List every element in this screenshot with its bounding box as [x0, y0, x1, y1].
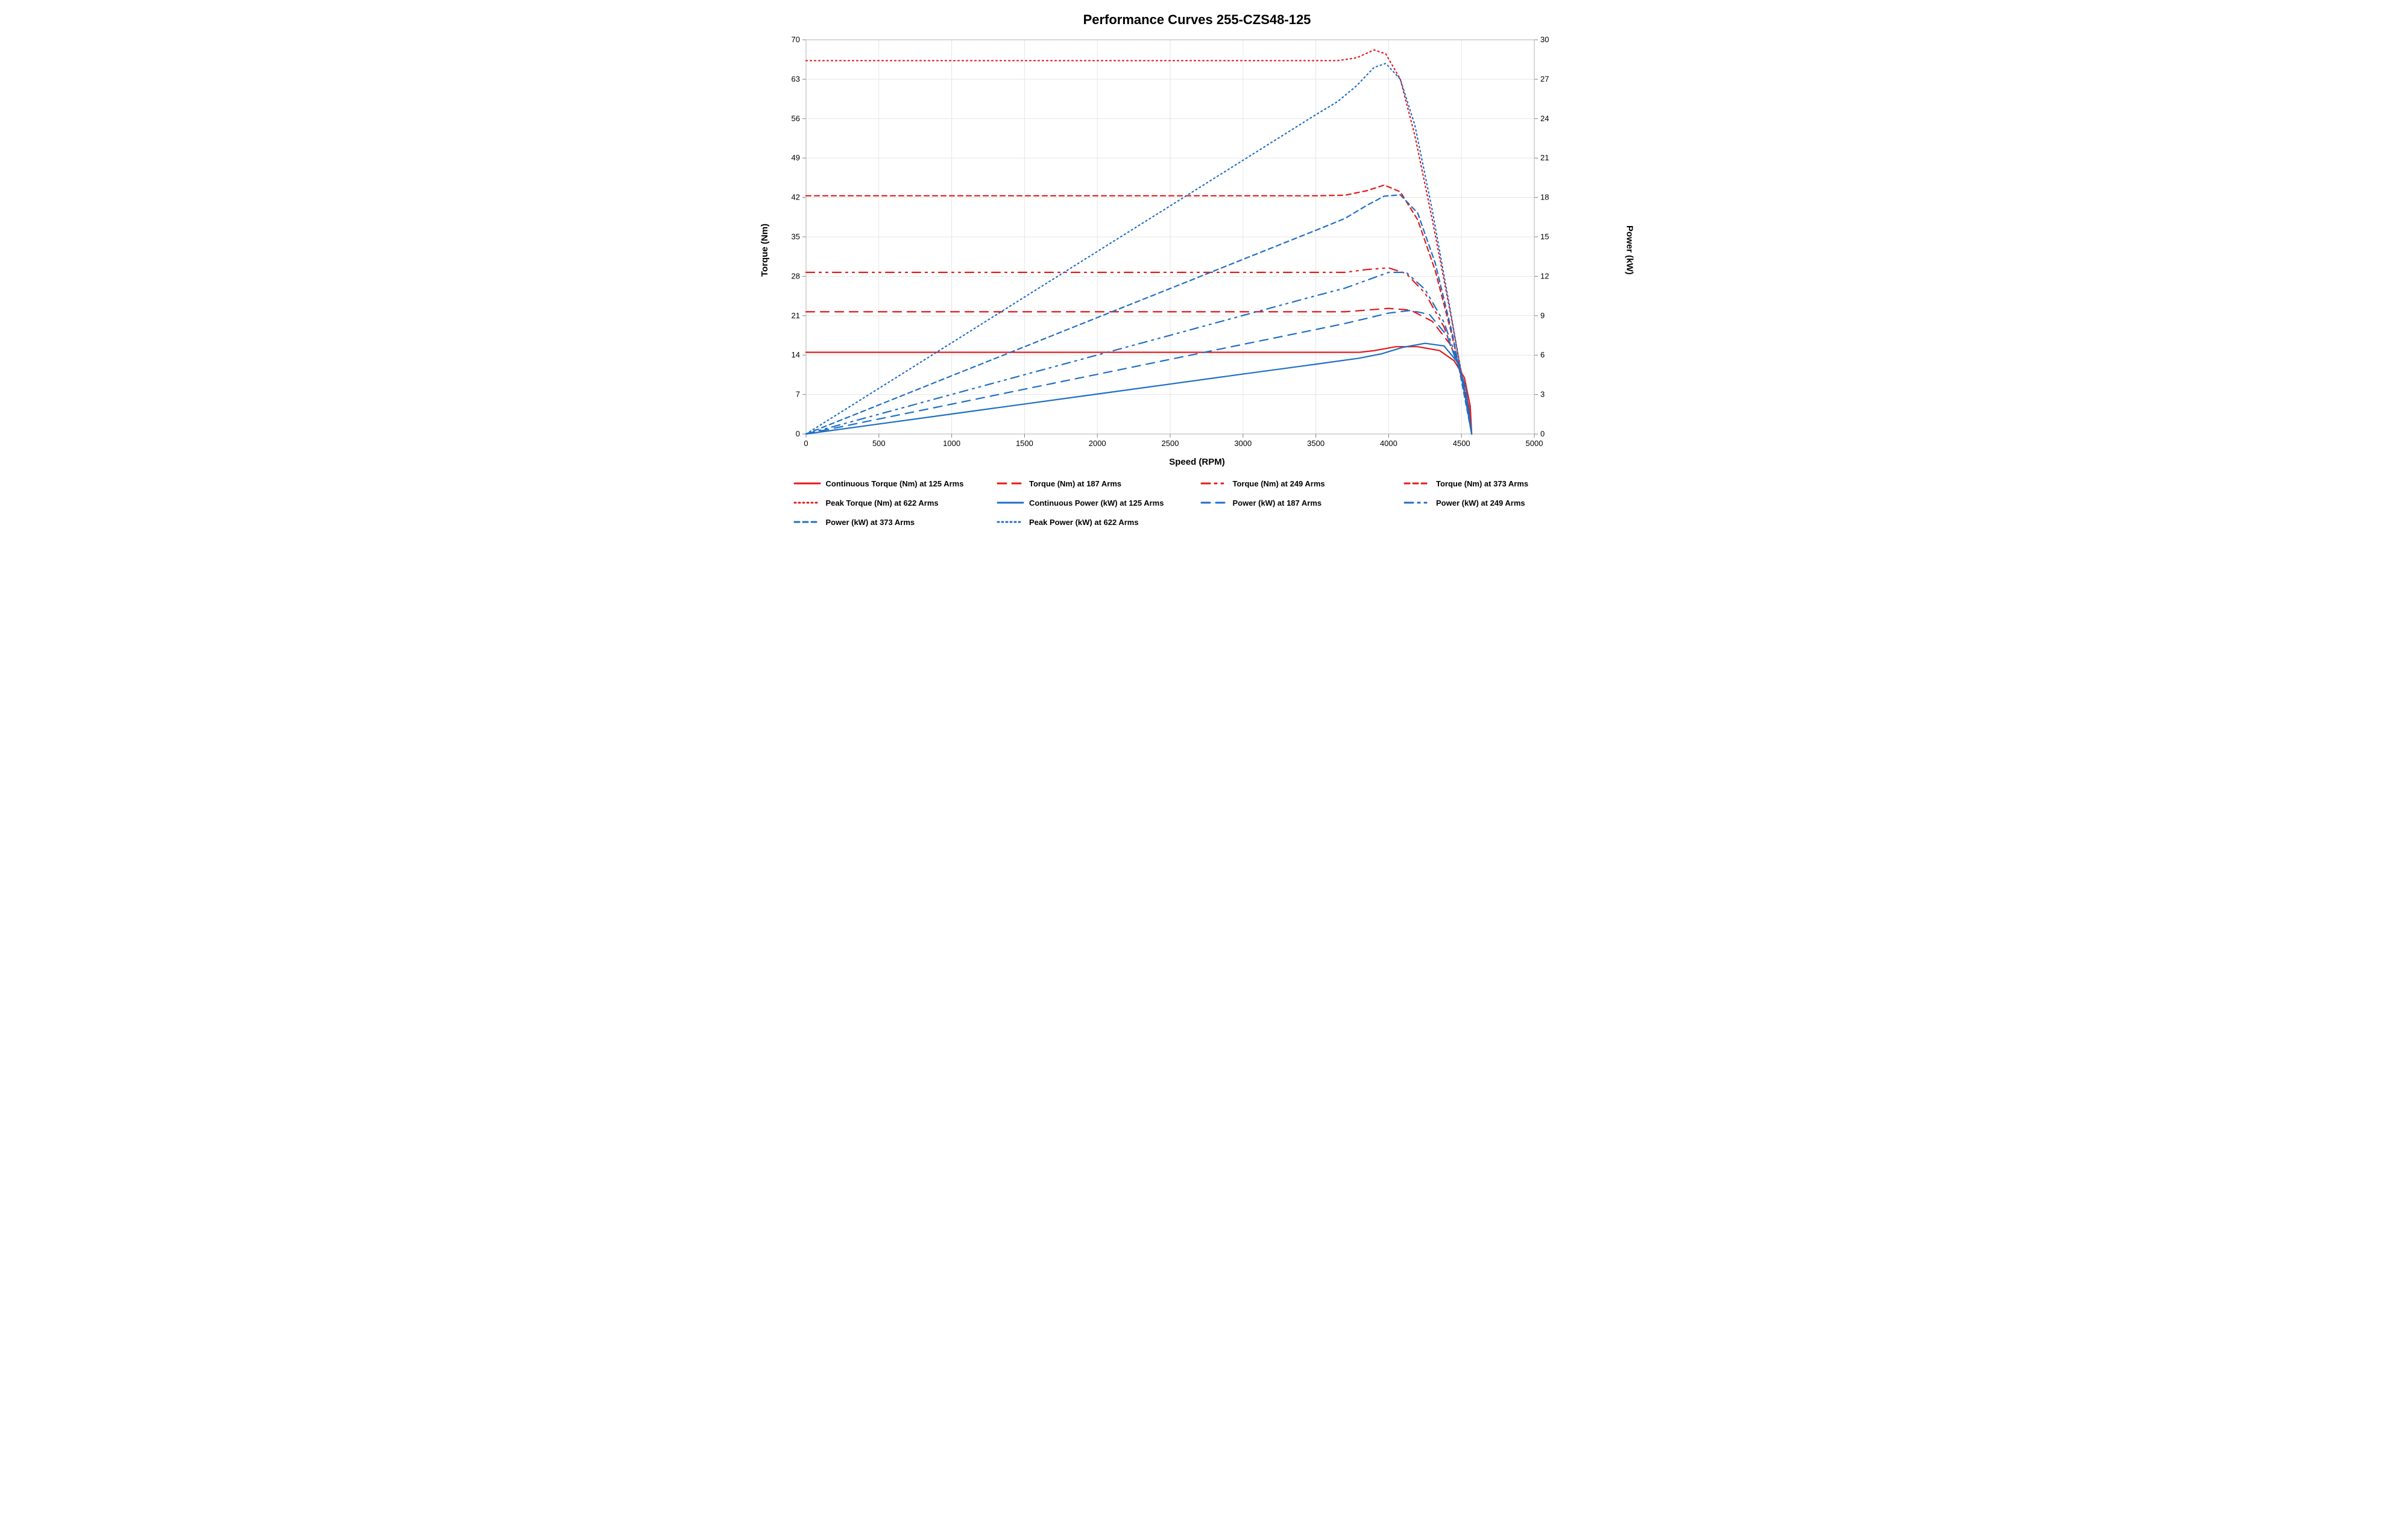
legend-swatch: [1403, 497, 1431, 508]
x-tick-label: 0: [804, 439, 808, 448]
series-p125: [806, 344, 1472, 434]
y-right-tick-label: 18: [1540, 193, 1549, 202]
y-right-tick-label: 15: [1540, 232, 1549, 241]
legend-swatch: [997, 497, 1024, 508]
y-left-tick-label: 70: [791, 35, 799, 44]
legend-item-t187: Torque (Nm) at 187 Arms: [997, 478, 1194, 489]
y-left-tick-label: 35: [791, 232, 799, 241]
legend-item-t622: Peak Torque (Nm) at 622 Arms: [793, 497, 991, 508]
legend-swatch: [997, 517, 1024, 527]
x-tick-label: 2500: [1161, 439, 1179, 448]
legend-item-p373: Power (kW) at 373 Arms: [793, 517, 991, 527]
legend-item-p187: Power (kW) at 187 Arms: [1200, 497, 1398, 508]
y-left-tick-label: 49: [791, 153, 799, 162]
y-left-tick-label: 28: [791, 271, 799, 280]
series-p249: [806, 272, 1472, 434]
y-left-tick-label: 63: [791, 74, 799, 83]
legend-swatch: [1200, 497, 1228, 508]
x-tick-label: 1500: [1015, 439, 1033, 448]
legend-label: Peak Power (kW) at 622 Arms: [1029, 518, 1139, 527]
y-left-tick-label: 0: [795, 429, 799, 438]
legend-item-t249: Torque (Nm) at 249 Arms: [1200, 478, 1398, 489]
legend-swatch: [997, 478, 1024, 489]
legend-swatch: [793, 517, 821, 527]
plot-svg: 0500100015002000250030003500400045005000…: [772, 33, 1568, 454]
x-tick-label: 4000: [1379, 439, 1397, 448]
y-right-tick-label: 27: [1540, 74, 1549, 83]
y-right-tick-label: 6: [1540, 350, 1545, 359]
x-tick-label: 5000: [1525, 439, 1543, 448]
legend-swatch: [793, 497, 821, 508]
x-tick-label: 3500: [1307, 439, 1325, 448]
performance-chart: Performance Curves 255-CZS48-125 Torque …: [757, 12, 1637, 527]
x-tick-label: 1000: [943, 439, 960, 448]
legend-item-p249: Power (kW) at 249 Arms: [1403, 497, 1601, 508]
y-left-tick-label: 21: [791, 311, 799, 320]
legend-label: Torque (Nm) at 373 Arms: [1436, 479, 1528, 488]
legend-item-p125: Continuous Power (kW) at 125 Arms: [997, 497, 1194, 508]
legend-label: Continuous Torque (Nm) at 125 Arms: [826, 479, 964, 488]
legend-label: Torque (Nm) at 249 Arms: [1233, 479, 1325, 488]
legend: Continuous Torque (Nm) at 125 Arms Torque…: [757, 478, 1637, 527]
x-tick-label: 2000: [1088, 439, 1106, 448]
legend-swatch: [1200, 478, 1228, 489]
legend-label: Power (kW) at 249 Arms: [1436, 498, 1525, 508]
y-axis-left-label: Torque (Nm): [757, 33, 772, 467]
legend-item-t373: Torque (Nm) at 373 Arms: [1403, 478, 1601, 489]
legend-label: Peak Torque (Nm) at 622 Arms: [826, 498, 939, 508]
series-p622: [806, 63, 1472, 434]
series-p373: [806, 195, 1472, 434]
legend-swatch: [793, 478, 821, 489]
series-p187: [806, 310, 1472, 434]
x-tick-label: 3000: [1234, 439, 1252, 448]
y-right-tick-label: 9: [1540, 311, 1545, 320]
y-left-tick-label: 56: [791, 114, 799, 123]
plot-wrap: Torque (Nm) 0500100015002000250030003500…: [757, 33, 1637, 467]
x-tick-label: 4500: [1452, 439, 1470, 448]
legend-item-t125: Continuous Torque (Nm) at 125 Arms: [793, 478, 991, 489]
y-axis-right-label: Power (kW): [1622, 33, 1637, 467]
y-right-tick-label: 24: [1540, 114, 1549, 123]
chart-title: Performance Curves 255-CZS48-125: [757, 12, 1637, 28]
legend-swatch: [1403, 478, 1431, 489]
y-left-tick-label: 7: [795, 390, 799, 399]
legend-label: Power (kW) at 373 Arms: [826, 518, 915, 527]
legend-label: Torque (Nm) at 187 Arms: [1029, 479, 1121, 488]
y-left-tick-label: 42: [791, 193, 799, 202]
x-axis-label: Speed (RPM): [772, 457, 1622, 467]
legend-label: Continuous Power (kW) at 125 Arms: [1029, 498, 1164, 508]
legend-item-p622: Peak Power (kW) at 622 Arms: [997, 517, 1194, 527]
series-t622: [806, 50, 1472, 434]
y-right-tick-label: 30: [1540, 35, 1549, 44]
x-tick-label: 500: [872, 439, 885, 448]
y-right-tick-label: 3: [1540, 390, 1545, 399]
plot-area: 0500100015002000250030003500400045005000…: [772, 33, 1622, 467]
y-right-tick-label: 21: [1540, 153, 1549, 162]
legend-label: Power (kW) at 187 Arms: [1233, 498, 1322, 508]
y-right-tick-label: 12: [1540, 271, 1549, 280]
y-right-tick-label: 0: [1540, 429, 1545, 438]
y-left-tick-label: 14: [791, 350, 799, 359]
